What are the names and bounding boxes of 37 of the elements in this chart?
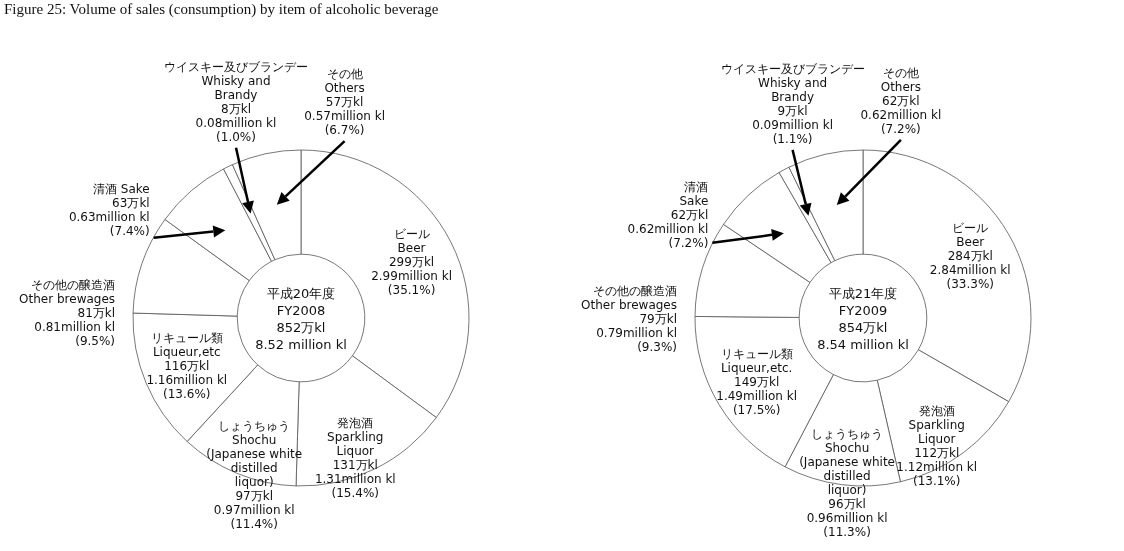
text: 平成20年度 <box>266 285 336 301</box>
data-label: 112万kl 1.12million kl (13.1%) <box>896 445 978 488</box>
slice-label: 清酒 Sake <box>679 179 709 208</box>
data-label: 284万kl 2.84million kl (33.3%) <box>929 249 1011 292</box>
slice-label: その他 Others <box>880 66 922 95</box>
data-label: 62万kl 0.62million kl (7.2%) <box>627 207 709 250</box>
data-label: 131万kl 1.31million kl (15.4%) <box>314 457 396 500</box>
text: 平成21年度 <box>828 285 898 301</box>
data-label: 9万kl 0.09million kl (1.1%) <box>752 104 833 147</box>
text: FY2008 <box>276 302 326 318</box>
slice-label: その他の醸造酒 Other brewages <box>581 284 677 313</box>
data-label: 81万kl 0.81million kl (9.5%) <box>34 306 116 349</box>
slice-label: 清酒 Sake <box>92 182 150 197</box>
chart-title: Figure 25: Volume of sales (consumption) by item of alcoholic beverage <box>4 1 439 18</box>
text: 8.54 million kl <box>817 336 909 352</box>
slice-label: 発泡酒 Sparkling Liquor <box>327 415 384 458</box>
data-label: 299万kl 2.99million kl (35.1%) <box>371 255 452 298</box>
data-label: 8万kl 0.08million kl (1.0%) <box>195 101 277 144</box>
data-label: 97万kl 0.97million kl (11.4%) <box>213 488 295 531</box>
slice-label: その他の醸造酒 Other brewages <box>19 278 116 307</box>
slice-label: その他 Others <box>324 67 365 96</box>
data-label: 149万kl 1.49million kl (17.5%) <box>716 374 798 417</box>
text: 8.52 million kl <box>255 336 347 352</box>
text: FY2009 <box>838 302 888 318</box>
slice-label: ビール Beer <box>952 221 989 250</box>
text: 854万kl <box>838 319 888 335</box>
slice-label: 発泡酒 Sparkling Liquor <box>908 403 965 446</box>
slice-label: しょうちゅう Shochu (Japanese white distilled liquor) <box>206 418 303 489</box>
slice-label: リキュール類 Liqueur,etc. <box>720 346 793 375</box>
slice-label: リキュール類 Liqueur,etc <box>150 331 223 360</box>
data-label: 116万kl 1.16million kl (13.6%) <box>146 359 228 402</box>
data-label: 63万kl 0.63million kl (7.4%) <box>68 196 150 239</box>
slice-label: ビール Beer <box>393 227 430 256</box>
slice-label: しょうちゅう Shochu (Japanese white distilled liquor) <box>799 427 895 498</box>
text: 852万kl <box>276 319 326 335</box>
data-label: 96万kl 0.96million kl (11.3%) <box>806 497 888 540</box>
data-label: 79万kl 0.79million kl (9.3%) <box>596 312 677 355</box>
